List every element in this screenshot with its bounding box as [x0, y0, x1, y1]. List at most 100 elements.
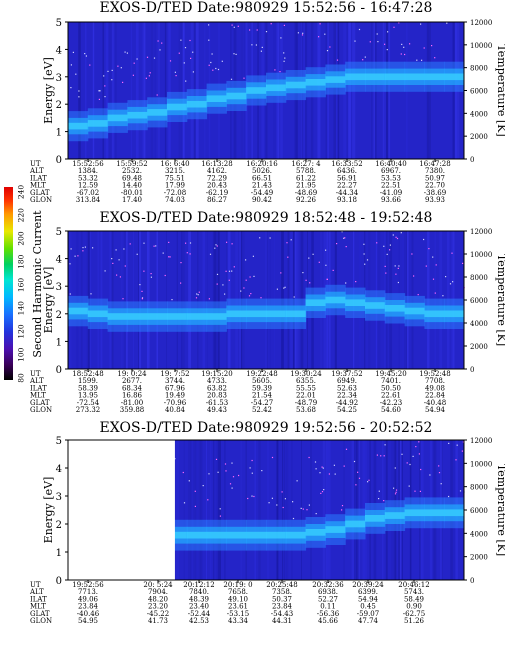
- scatter-dot: [403, 46, 405, 48]
- orbit-cell: -81.00: [121, 399, 143, 407]
- scatter-dot: [363, 243, 365, 245]
- orbit-cell: 0.11: [320, 603, 336, 611]
- ytick-right-label: 6000: [470, 88, 488, 96]
- streak: [326, 440, 329, 580]
- streak: [188, 440, 191, 580]
- ytick-left-label: 0: [56, 365, 62, 376]
- orbit-cell: 7713.: [78, 588, 98, 596]
- orbit-cell: 49.08: [425, 384, 445, 392]
- scatter-dot: [85, 55, 87, 57]
- orbit-cell: 20:39:24: [352, 581, 384, 589]
- orbit-row-label: MLT: [30, 182, 46, 190]
- scatter-dot: [358, 477, 361, 479]
- orbit-cell: 54.60: [381, 406, 401, 414]
- scatter-dot: [124, 265, 126, 267]
- band-core: [127, 111, 148, 119]
- scatter-dot: [383, 500, 385, 502]
- scatter-dot: [164, 274, 166, 277]
- streak: [286, 440, 289, 580]
- scatter-dot: [459, 490, 462, 492]
- scatter-dot: [129, 243, 131, 245]
- scatter-dot: [219, 508, 221, 510]
- ytick-left-label: 1: [56, 337, 62, 348]
- streak: [138, 231, 139, 369]
- streak: [109, 231, 112, 369]
- streak: [176, 231, 178, 369]
- scatter-dot: [104, 85, 106, 87]
- scatter-dot: [265, 31, 268, 33]
- orbit-cell: 7708.: [425, 377, 445, 385]
- band-core: [186, 100, 208, 108]
- orbit-cell: -59.07: [357, 610, 379, 618]
- band-core: [305, 79, 326, 86]
- scatter-dot: [394, 493, 397, 495]
- orbit-cell: 93.93: [425, 196, 445, 204]
- streak: [343, 440, 345, 580]
- orbit-cell: -56.36: [317, 610, 340, 618]
- streak: [202, 231, 205, 369]
- streak: [193, 440, 195, 580]
- orbit-cell: 58.49: [404, 595, 424, 603]
- scatter-dot: [112, 262, 114, 264]
- scatter-dot: [235, 53, 237, 55]
- scatter-dot: [207, 499, 209, 501]
- orbit-cell: 23.84: [272, 603, 293, 611]
- scatter-dot: [183, 502, 186, 504]
- band-core: [285, 531, 307, 539]
- scatter-dot: [282, 506, 284, 509]
- band-core: [206, 95, 227, 102]
- streak: [190, 440, 192, 580]
- scatter-dot: [230, 78, 233, 80]
- scatter-dot: [208, 473, 210, 475]
- ytick-left-label: 0: [56, 155, 62, 166]
- scatter-dots: [69, 231, 465, 301]
- band-core: [246, 531, 267, 539]
- scatter-dot: [215, 67, 217, 70]
- scatter-dot: [292, 501, 294, 503]
- band-core: [186, 313, 208, 320]
- scatter-dot: [420, 23, 422, 25]
- orbit-cell: 23.61: [228, 603, 248, 611]
- ytick-right-label: 12000: [470, 19, 492, 27]
- orbit-cell: 22.27: [337, 182, 357, 190]
- ytick-right-label: 0: [470, 156, 474, 164]
- scatter-dot: [185, 80, 187, 82]
- scatter-dot: [180, 262, 182, 264]
- orbit-cell: 14.40: [122, 182, 142, 190]
- scatter-dot: [357, 471, 359, 473]
- orbit-cell: -67.02: [77, 189, 99, 197]
- orbit-cell: -41.09: [380, 189, 402, 197]
- band-core: [365, 515, 386, 522]
- ytick-right-label: 4000: [470, 530, 488, 538]
- scatter-dot: [418, 441, 420, 443]
- scatter-dot: [421, 59, 423, 61]
- streak: [283, 440, 284, 580]
- streak: [210, 440, 212, 580]
- scatter-dot: [270, 23, 272, 25]
- streak: [212, 231, 214, 369]
- scatter-dot: [189, 242, 192, 244]
- scatter-dot: [412, 455, 414, 457]
- orbit-cell: -44.92: [336, 399, 358, 407]
- scatter-dot: [216, 245, 218, 247]
- orbit-cell: -54.49: [251, 189, 273, 197]
- scatter-dot: [248, 295, 251, 297]
- scatter-dot: [323, 489, 325, 491]
- scatter-dot: [283, 52, 285, 54]
- scatter-dot: [215, 458, 218, 460]
- scatter-dot: [446, 22, 448, 24]
- orbit-cell: 19:52:56: [72, 581, 104, 589]
- band-core: [384, 73, 406, 81]
- orbit-cell: 90.42: [252, 196, 272, 204]
- energy-band: [68, 61, 465, 142]
- scatter-dot: [344, 237, 346, 239]
- scatter-dot: [214, 247, 216, 249]
- scatter-dot: [89, 64, 91, 66]
- scatter-dot: [393, 26, 395, 28]
- scatter-dot: [432, 278, 435, 280]
- band-core: [424, 509, 445, 517]
- scatter-dot: [231, 243, 233, 245]
- scatter-dot: [168, 241, 170, 243]
- streak: [267, 440, 270, 580]
- orbit-cell: 45.66: [318, 617, 339, 625]
